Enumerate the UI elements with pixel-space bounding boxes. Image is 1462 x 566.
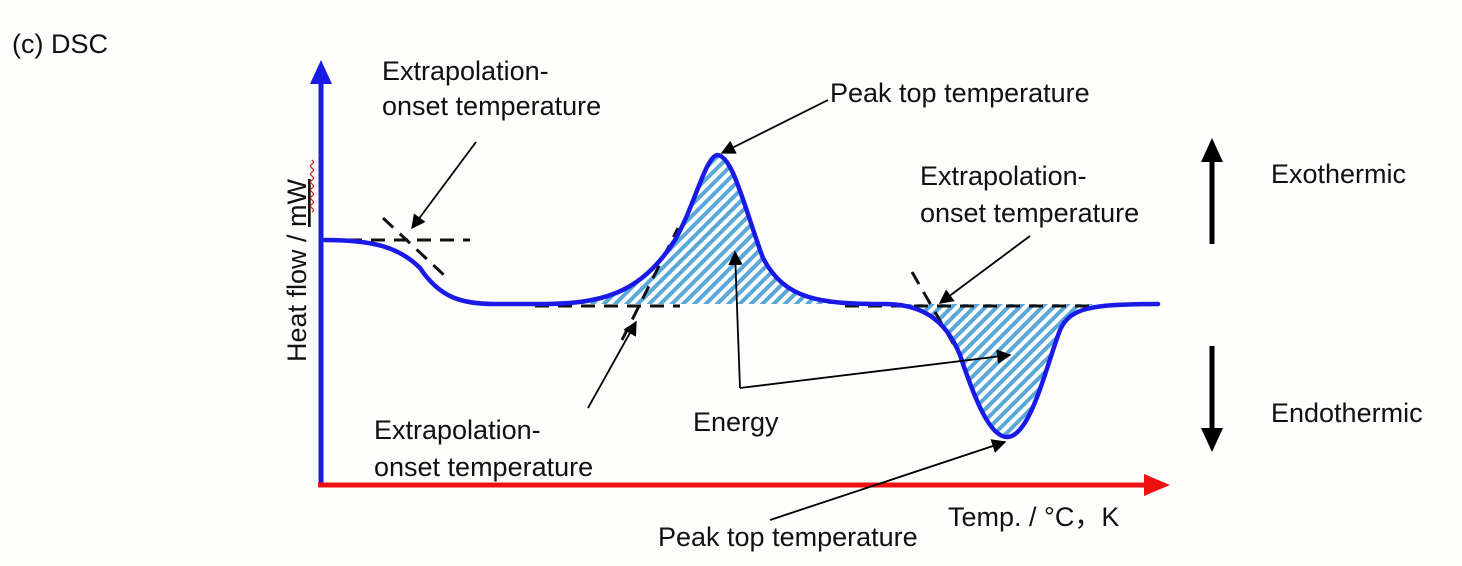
onset-3-pointer [938,235,1031,304]
onset-2-pointer [587,320,637,409]
y-axis-arrowhead [310,60,332,84]
peak-top-endo-label: Peak top temperature [658,522,918,552]
endothermic-energy-area [885,304,1100,437]
exothermic-energy-area [540,155,885,304]
y-axis-label-quantity: Heat flow / [282,227,312,362]
endothermic-arrowhead [1201,428,1223,452]
onset-3-label-line1: Extrapolation- [920,161,1087,191]
spellcheck-squiggle [309,159,315,213]
energy-pointer-exo [728,250,743,389]
peak-exo-pointer [720,99,829,154]
onset-1-pointer [411,141,477,230]
onset-3-label-line2: onset temperature [920,198,1139,228]
onset-1-tangent [381,216,447,278]
annotation-pointers [411,99,1031,521]
x-axis-arrowhead [1144,474,1170,496]
peak-top-exo-label: Peak top temperature [830,78,1090,108]
onset-1-label-line1: Extrapolation- [382,56,549,86]
y-axis-label-unit: mW [282,178,312,226]
endothermic-label: Endothermic [1271,398,1423,428]
x-axis-label: Temp. / °C，K [948,502,1119,532]
exothermic-arrowhead [1201,138,1223,162]
energy-pointer-endo [739,349,1012,389]
exothermic-label: Exothermic [1271,159,1406,189]
onset-2-label-line2: onset temperature [374,452,593,482]
dsc-curve [322,152,1161,440]
panel-label: (c) DSC [12,29,108,59]
y-axis-label: Heat flow / mW [282,178,312,362]
onset-1-label-line2: onset temperature [382,91,601,121]
peak-endo-pointer [769,439,1007,521]
onset-2-label-line1: Extrapolation- [374,415,541,445]
energy-label: Energy [693,407,779,437]
